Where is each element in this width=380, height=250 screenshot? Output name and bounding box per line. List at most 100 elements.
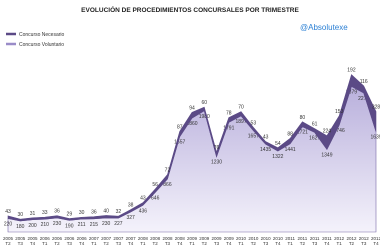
data-label: 94: [189, 105, 195, 111]
chart-title: EVOLUCIÓN DE PROCEDIMIENTOS CONCURSALES …: [81, 5, 299, 14]
data-label: 1230: [211, 160, 222, 166]
x-tick-label: 2008 T3: [162, 236, 173, 246]
data-label: 224: [323, 129, 332, 135]
x-tick-label: 2009 T3: [211, 236, 222, 246]
x-tick-label: 2010 T4: [272, 236, 283, 246]
x-tick-label: 2012 T2: [346, 236, 357, 246]
data-label: 43: [140, 196, 146, 202]
data-label: 43: [5, 209, 11, 215]
data-label: 54: [275, 141, 281, 147]
x-tick-label: 2008 T1: [137, 236, 148, 246]
data-label: 2379: [346, 89, 357, 95]
data-label: 1897: [236, 119, 247, 125]
data-label: 328: [372, 105, 380, 111]
data-label: 36: [91, 210, 97, 216]
data-label: 1746: [334, 128, 345, 134]
data-label: 436: [139, 208, 148, 214]
data-label: 36: [54, 209, 60, 215]
x-tick-label: 2008 T2: [150, 236, 161, 246]
area: [7, 74, 377, 222]
data-label: 53: [251, 120, 257, 126]
x-tick-label: 2007 T4: [125, 236, 136, 246]
x-tick-label: 2012 T3: [358, 236, 369, 246]
x-tick-label: 2006 T3: [64, 236, 75, 246]
data-label: 31: [30, 211, 36, 217]
data-label: 60: [201, 100, 207, 106]
legend-label: Concurso Necesario: [19, 32, 65, 38]
data-label: 29: [67, 212, 73, 218]
data-label: 646: [151, 195, 160, 201]
x-tick-label: 2010 T1: [236, 236, 247, 246]
data-label: 220: [4, 222, 13, 228]
data-label: 1435: [260, 147, 271, 153]
data-label: 38: [128, 203, 134, 209]
data-label: 1557: [174, 140, 185, 146]
x-tick-label: 2012 T4: [370, 236, 380, 246]
data-label: 1721: [297, 130, 308, 136]
x-tick-label: 2011 T4: [322, 236, 332, 246]
data-label: 1980: [199, 114, 210, 120]
data-label: 153: [335, 109, 344, 115]
x-tick-label: 2011 T2: [297, 236, 308, 246]
x-tick-label: 2009 T1: [186, 236, 197, 246]
data-label: 200: [28, 223, 37, 229]
x-tick-label: 2007 T2: [101, 236, 112, 246]
data-label: 30: [79, 210, 85, 216]
data-label: 210: [41, 222, 50, 228]
data-label: 1639: [370, 135, 380, 141]
data-label: 1322: [272, 154, 283, 160]
x-tick-label: 2006 T1: [39, 236, 50, 246]
x-tick-label: 2011 T1: [285, 236, 295, 246]
data-label: 1349: [321, 152, 332, 158]
data-label: 192: [347, 68, 356, 74]
x-tick-label: 2008 T4: [174, 236, 185, 246]
data-label: 43: [263, 135, 269, 141]
x-tick-label: 2007 T1: [88, 236, 99, 246]
watermark: @Absolutexe: [300, 23, 348, 32]
x-tick-label: 2006 T2: [52, 236, 63, 246]
legend-label: Concurso Voluntario: [19, 42, 64, 48]
x-tick-label: 2005 T3: [15, 236, 26, 246]
data-label: 33: [42, 210, 48, 216]
x-tick-label: 2009 T2: [199, 236, 210, 246]
x-tick-label: 2012 T1: [334, 236, 345, 246]
data-label: 1657: [248, 134, 259, 140]
data-label: 56: [152, 182, 158, 188]
data-label: 230: [53, 221, 62, 227]
x-tick-label: 2007 T3: [113, 236, 124, 246]
data-label: 211: [78, 222, 86, 228]
data-label: 32: [116, 209, 122, 215]
data-label: 76: [214, 145, 220, 151]
data-label: 1441: [285, 147, 296, 153]
data-label: 88: [287, 131, 293, 137]
data-label: 1791: [223, 125, 234, 131]
data-label: 327: [126, 215, 135, 221]
data-label: 61: [312, 122, 318, 128]
data-label: 1627: [309, 135, 320, 141]
data-label: 227: [114, 221, 123, 227]
x-tick-label: 2009 T4: [223, 236, 234, 246]
x-tick-label: 2010 T2: [248, 236, 259, 246]
data-label: 116: [360, 79, 368, 85]
x-tick-label: 2005 T2: [2, 236, 13, 246]
data-label: 190: [65, 223, 74, 229]
data-label: 215: [90, 222, 99, 228]
data-label: 2270: [358, 96, 369, 102]
data-label: 30: [17, 212, 23, 218]
x-tick-label: 2006 T4: [76, 236, 87, 246]
x-tick-label: 2011 T3: [309, 236, 320, 246]
data-label: 72: [165, 168, 171, 174]
data-label: 866: [163, 182, 172, 188]
data-label: 180: [16, 224, 25, 230]
data-label: 40: [103, 208, 109, 214]
data-label: 87: [177, 124, 183, 130]
data-label: 230: [102, 221, 111, 227]
data-label: 1860: [186, 121, 197, 127]
data-label: 70: [238, 105, 244, 111]
data-label: 80: [300, 115, 306, 121]
x-tick-label: 2005 T4: [27, 236, 38, 246]
data-label: 78: [226, 111, 232, 117]
x-tick-label: 2010 T3: [260, 236, 271, 246]
